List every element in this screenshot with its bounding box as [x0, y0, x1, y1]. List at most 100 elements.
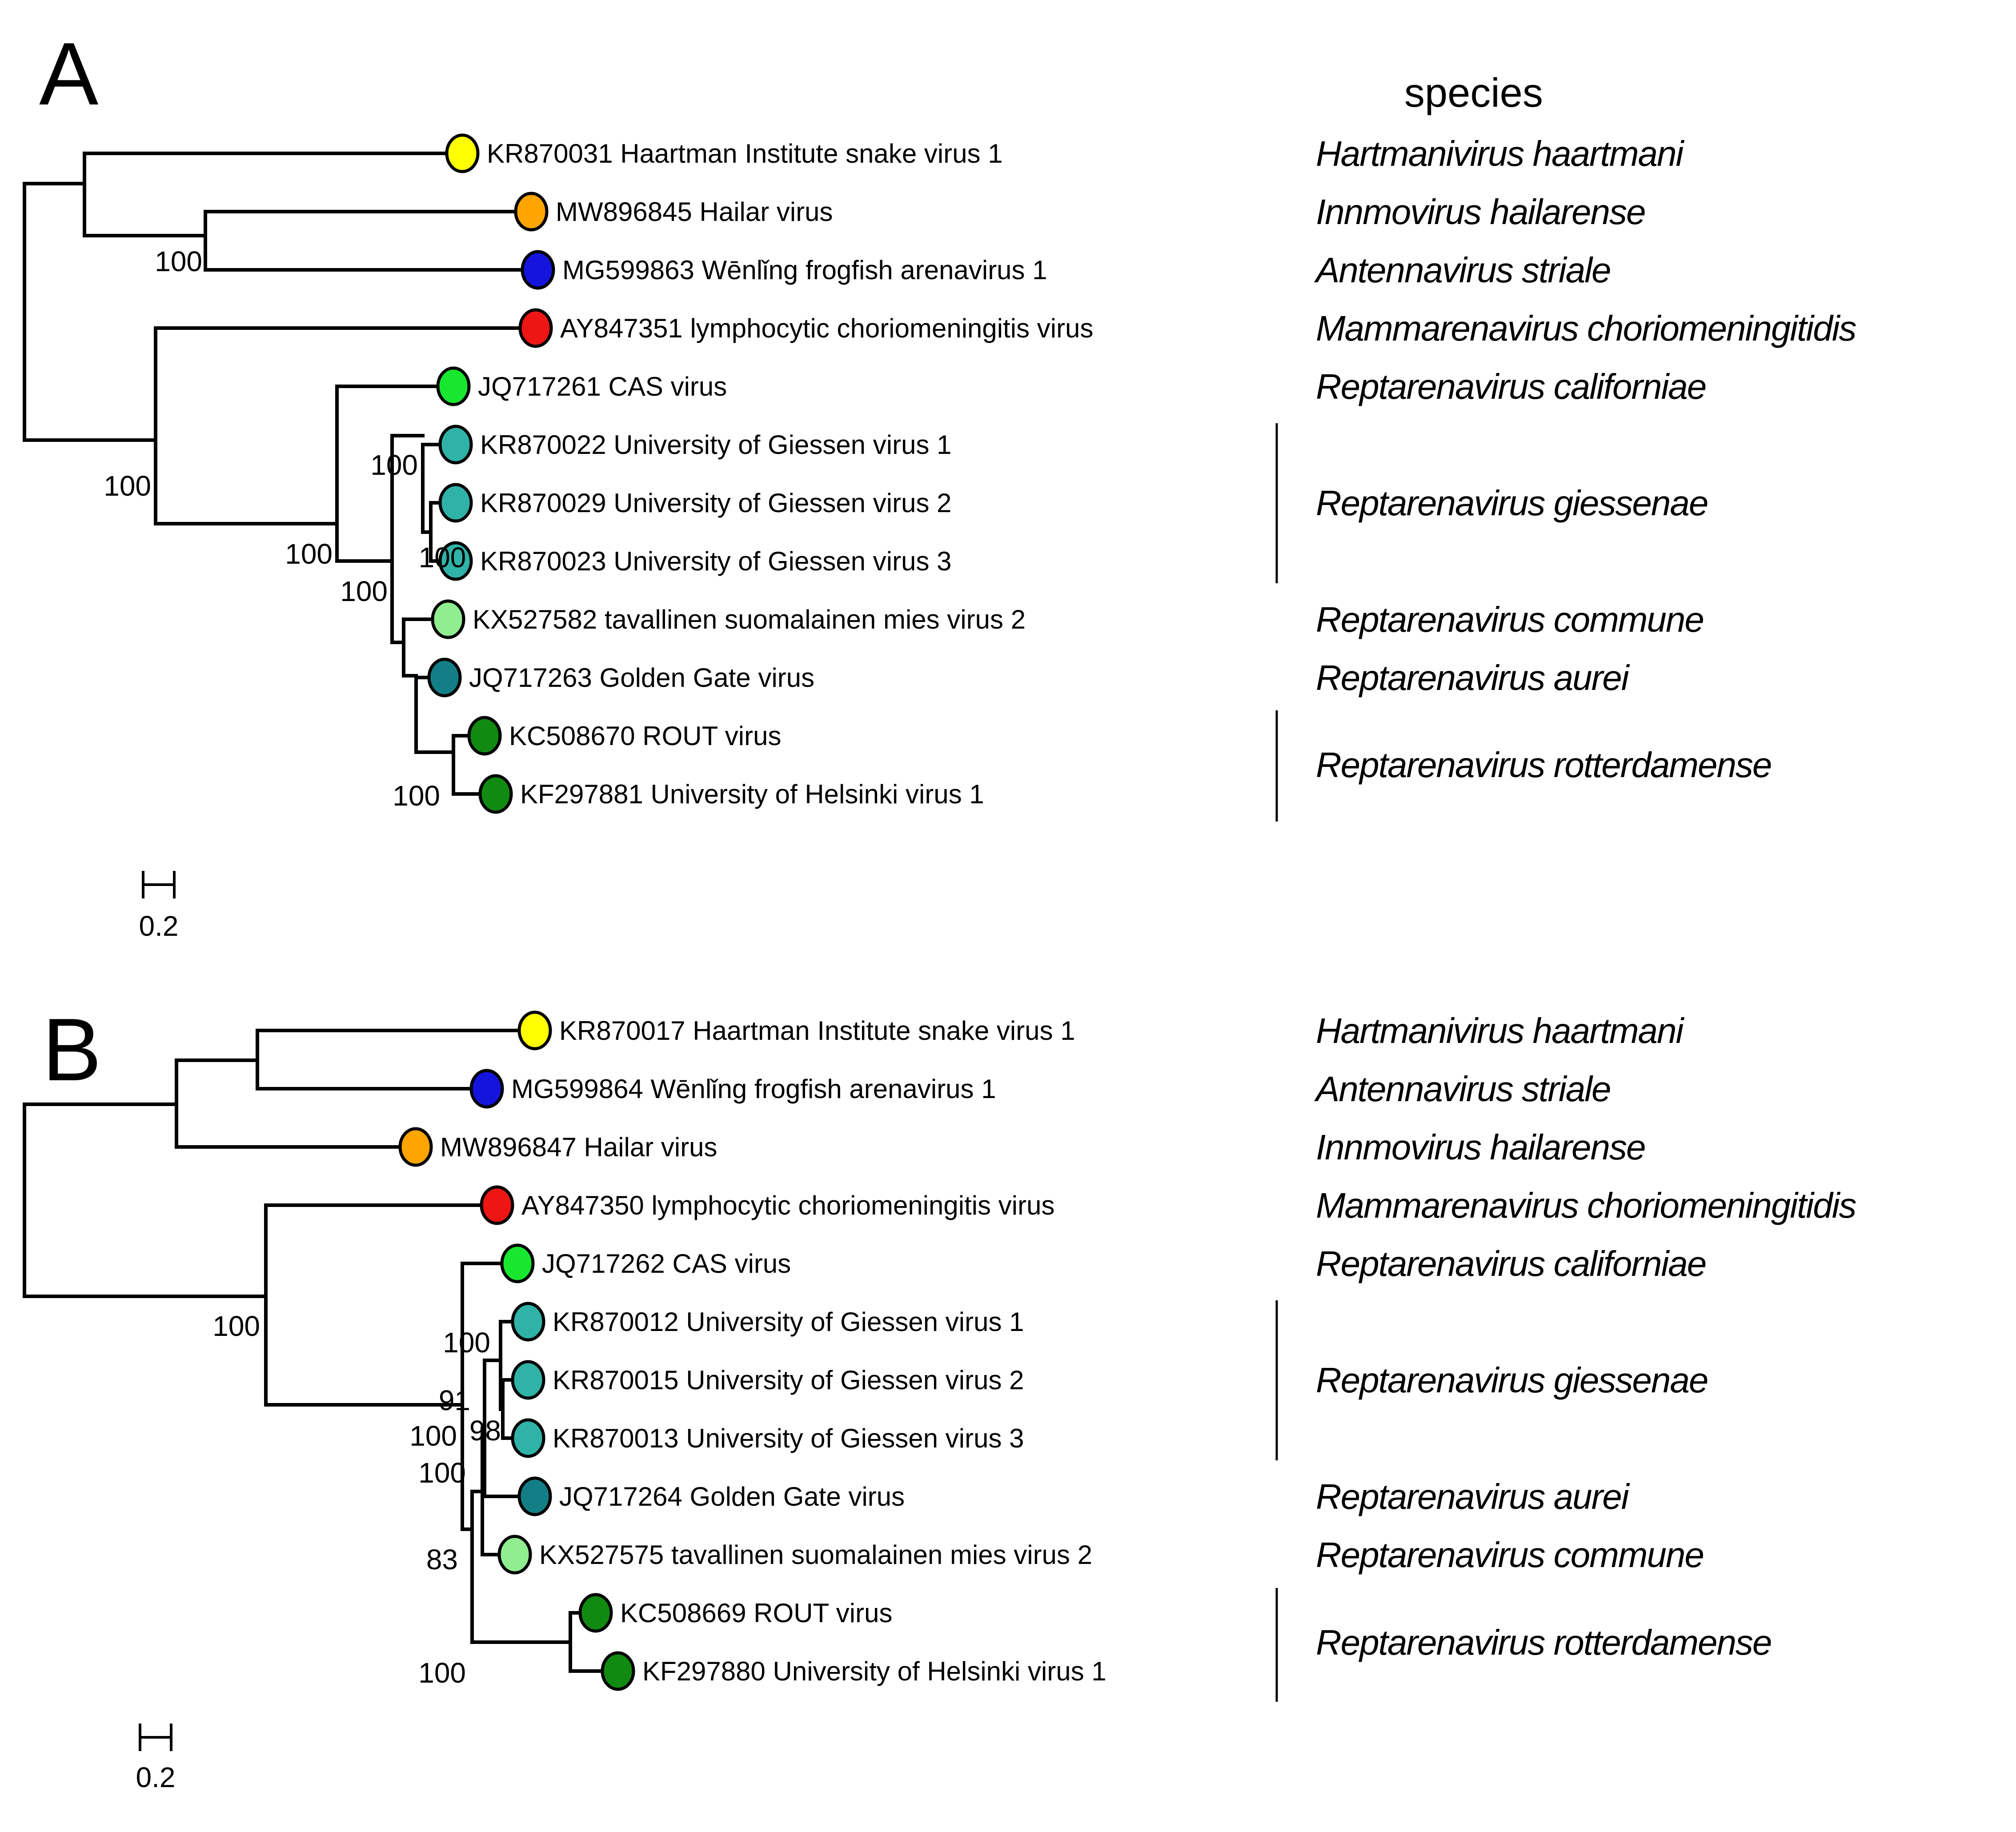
leaf-row: KR870029 University of Giessen virus 2	[429, 483, 952, 523]
taxon-label: MW896847 Hailar virus	[440, 1132, 717, 1162]
leaf-row: KC508669 ROUT virus	[569, 1593, 892, 1633]
bootstrap-label: 100	[419, 541, 466, 573]
taxon-label: MG599864 Wēnlǐng frogfish arenavirus 1	[511, 1074, 996, 1104]
taxon-dot	[438, 425, 473, 465]
species-column-title: species	[1404, 70, 1543, 116]
panel-b-letter: B	[42, 1000, 101, 1099]
taxon-dot	[511, 1418, 545, 1458]
panel-a-internal-branches	[23, 152, 455, 796]
leaf-row: KX527575 tavallinen suomalainen mies vir…	[481, 1535, 1092, 1575]
leaf-row: KR870017 Haartman Institute snake virus …	[256, 1010, 1075, 1050]
leaf-row: JQ717263 Golden Gate virus	[414, 657, 814, 698]
taxon-label: KC508669 ROUT virus	[620, 1598, 892, 1628]
taxon-dot	[469, 1069, 504, 1109]
taxon-label: AY847351 lymphocytic choriomeningitis vi…	[560, 313, 1093, 343]
taxon-dot	[431, 599, 465, 639]
leaf-row: KR870023 University of Giessen virus 3	[429, 541, 952, 581]
species-name: Reptarenavirus californiae	[1316, 1244, 1706, 1283]
taxon-dot	[511, 1360, 545, 1400]
bootstrap-label: 100	[393, 780, 440, 812]
taxon-label: KC508670 ROUT virus	[509, 721, 781, 751]
leaf-row: KR870013 University of Giessen virus 3	[501, 1418, 1024, 1458]
taxon-dot	[438, 541, 473, 581]
taxon-label: KR870015 University of Giessen virus 2	[553, 1365, 1024, 1395]
bootstrap-label: 100	[212, 1310, 260, 1342]
leaf-row: KX527582 tavallinen suomalainen mies vir…	[402, 599, 1026, 639]
bootstrap-label: 83	[426, 1543, 458, 1575]
bootstrap-label: 100	[155, 245, 202, 277]
species-name: Mammarenavirus choriomeningitidis	[1316, 309, 1856, 348]
scale-bar-label: 0.2	[136, 1761, 176, 1793]
taxon-dot	[398, 1127, 433, 1167]
taxon-dot	[480, 1185, 514, 1225]
taxon-label: AY847350 lymphocytic choriomeningitis vi…	[521, 1191, 1054, 1220]
bootstrap-label: 100	[285, 538, 333, 570]
taxon-label: KR870022 University of Giessen virus 1	[480, 430, 952, 460]
leaf-row: KR870031 Haartman Institute snake virus …	[83, 133, 1003, 173]
taxon-dot	[517, 1476, 552, 1516]
bootstrap-label: 100	[418, 1457, 466, 1489]
leaf-row: AY847351 lymphocytic choriomeningitis vi…	[154, 308, 1093, 348]
species-name: Reptarenavirus aurei	[1316, 658, 1630, 698]
species-name: Antennavirus striale	[1314, 250, 1611, 290]
species-name: Mammarenavirus choriomeningitidis	[1316, 1186, 1856, 1225]
taxon-dot	[500, 1243, 535, 1283]
leaf-row: KR870012 University of Giessen virus 1	[499, 1302, 1024, 1342]
taxon-label: JQ717263 Golden Gate virus	[469, 663, 814, 693]
taxon-dot	[511, 1302, 545, 1342]
taxon-label: KF297880 University of Helsinki virus 1	[642, 1656, 1106, 1686]
taxon-label: JQ717262 CAS virus	[542, 1249, 791, 1279]
taxon-label: KR870031 Haartman Institute snake virus …	[487, 139, 1003, 168]
species-name: Innmovirus hailarense	[1316, 1127, 1645, 1167]
species-name: Innmovirus hailarense	[1316, 192, 1645, 232]
taxon-label: MG599863 Wēnlǐng frogfish arenavirus 1	[562, 255, 1047, 285]
bootstrap-label: 100	[370, 449, 418, 481]
species-name: Hartmanivirus haartmani	[1316, 1011, 1685, 1050]
scale-bar-rule	[142, 871, 176, 898]
taxon-label: KR870023 University of Giessen virus 3	[480, 546, 952, 576]
taxon-dot	[578, 1593, 613, 1633]
leaf-row: MG599864 Wēnlǐng frogfish arenavirus 1	[256, 1069, 996, 1109]
taxon-label: KR870013 University of Giessen virus 3	[553, 1423, 1024, 1453]
bootstrap-label: 100	[443, 1327, 490, 1359]
taxon-label: JQ717264 Golden Gate virus	[559, 1482, 905, 1511]
taxon-dot	[467, 716, 502, 756]
species-name: Reptarenavirus rotterdamense	[1316, 745, 1772, 785]
species-name: Hartmanivirus haartmani	[1316, 134, 1685, 173]
taxon-dot	[436, 366, 471, 406]
taxon-label: MW896845 Hailar virus	[556, 197, 833, 227]
leaf-row: KR870015 University of Giessen virus 2	[501, 1360, 1024, 1400]
bootstrap-label: 91	[439, 1384, 470, 1416]
species-name: Reptarenavirus giessenae	[1316, 483, 1707, 523]
taxon-dot	[514, 192, 549, 232]
bootstrap-label: 98	[469, 1415, 501, 1447]
taxon-label: KX527582 tavallinen suomalainen mies vir…	[473, 605, 1026, 634]
taxon-label: KX527575 tavallinen suomalainen mies vir…	[539, 1540, 1092, 1570]
panel-a-letter: A	[39, 24, 99, 124]
leaf-row: KC508670 ROUT virus	[452, 716, 781, 756]
leaf-row: JQ717264 Golden Gate virus	[483, 1476, 905, 1516]
scale-bar-rule	[139, 1724, 172, 1751]
scale-bar: 0.2	[136, 1724, 176, 1793]
bootstrap-label: 100	[340, 575, 388, 607]
species-name: Antennavirus striale	[1314, 1069, 1611, 1109]
bootstrap-label: 100	[418, 1657, 466, 1689]
scale-bar: 0.2	[139, 871, 178, 942]
panel-b: B KR870017 Haartman Institute snake viru…	[23, 1000, 1106, 1793]
species-name: Reptarenavirus aurei	[1316, 1477, 1630, 1516]
species-name: Reptarenavirus californiae	[1316, 367, 1706, 406]
taxon-label: KR870017 Haartman Institute snake virus …	[559, 1016, 1075, 1046]
taxon-dot	[518, 308, 553, 348]
taxon-dot	[438, 483, 473, 523]
taxon-dot	[601, 1651, 635, 1691]
species-column: species Hartmanivirus haartmani Innmovir…	[1275, 70, 1857, 1702]
leaf-row: MW896847 Hailar virus	[175, 1127, 717, 1167]
taxon-label: KF297881 University of Helsinki virus 1	[520, 779, 984, 809]
bootstrap-label: 100	[409, 1420, 457, 1452]
leaf-row: JQ717261 CAS virus	[335, 366, 727, 406]
leaf-row: MW896845 Hailar virus	[204, 192, 833, 232]
species-name: Reptarenavirus giessenae	[1316, 1360, 1707, 1400]
leaf-row: KF297880 University of Helsinki virus 1	[569, 1651, 1106, 1691]
taxon-label: KR870029 University of Giessen virus 2	[480, 488, 952, 518]
